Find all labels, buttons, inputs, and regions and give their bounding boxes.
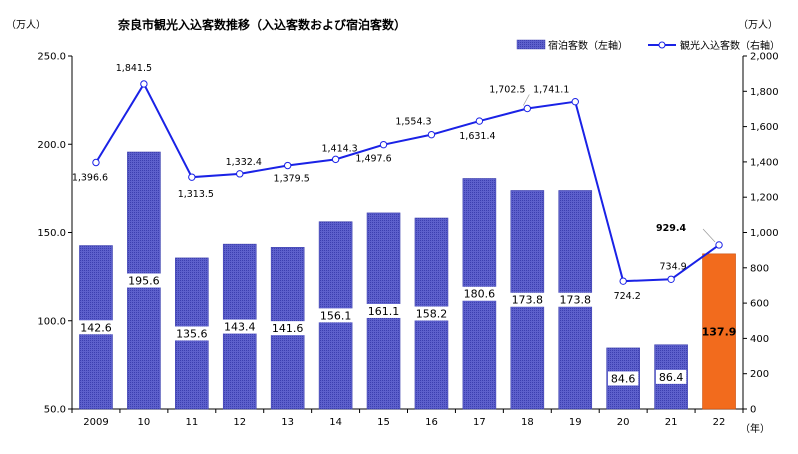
bar-value-label: 137.9	[702, 325, 737, 338]
right-tick-label: 2,000	[750, 52, 779, 63]
line-value-label: 1,396.6	[72, 173, 108, 184]
legend: 宿泊客数（左軸） 観光入込客数（右軸）	[516, 39, 780, 52]
legend-bar-label: 宿泊客数（左軸）	[548, 39, 628, 52]
bar-label-background	[221, 319, 259, 334]
left-tick-label: 50.0	[44, 405, 66, 416]
x-tick-label: 13	[281, 417, 294, 428]
bar-value-label: 143.4	[224, 321, 256, 334]
left-axis-unit: （万人）	[6, 19, 46, 31]
line-value-label: 734.9	[660, 261, 687, 272]
line-point	[283, 161, 292, 170]
bar-value-label: 142.6	[80, 321, 112, 334]
right-tick-label: 1,000	[750, 228, 779, 239]
bar	[702, 253, 736, 410]
x-tick-label: 18	[521, 417, 534, 428]
bar-label-background	[655, 369, 687, 384]
chart-title: 奈良市観光入込客数推移（入込客数および宿泊客数）	[117, 17, 406, 32]
line-point	[379, 140, 388, 149]
x-tick-label: 10	[138, 417, 151, 428]
legend-line-marker	[658, 41, 666, 49]
right-tick-label: 1,400	[750, 157, 779, 168]
right-tick-label: 1,600	[750, 122, 779, 133]
bar-value-label: 180.6	[464, 288, 496, 301]
bar-label-background	[460, 286, 498, 301]
line-value-label: 1,702.5	[489, 85, 525, 96]
bar-value-label: 173.8	[560, 294, 592, 307]
line-point	[188, 173, 196, 181]
right-tick-label: 800	[750, 263, 769, 274]
bar-label-background	[412, 306, 450, 321]
x-tick-label: 14	[329, 417, 342, 428]
legend-line-label: 観光入込客数（右軸）	[680, 39, 780, 52]
line-point	[571, 97, 579, 106]
line-point	[667, 275, 675, 283]
left-tick-label: 200.0	[37, 140, 66, 151]
line-value-label: 1,741.1	[533, 85, 569, 96]
bar-value-label: 141.6	[272, 322, 304, 335]
right-tick-label: 200	[750, 369, 769, 380]
line-point	[619, 277, 627, 285]
right-tick-label: 1,800	[750, 87, 779, 98]
bar-label-background	[365, 303, 403, 318]
x-tick-label: 19	[569, 417, 582, 428]
x-tick-label: 16	[425, 417, 438, 428]
bar-label-background	[125, 273, 163, 288]
line-value-label: 1,313.5	[178, 189, 214, 200]
x-tick-label: 12	[233, 417, 246, 428]
visitors-line	[95, 81, 720, 283]
x-tick-label: 2009	[83, 417, 108, 428]
line-point	[331, 155, 340, 164]
right-tick-label: 600	[750, 299, 769, 310]
bar-value-label: 195.6	[128, 275, 160, 288]
bar-value-label: 173.8	[512, 294, 544, 307]
x-tick-label: 15	[377, 417, 390, 428]
right-tick-label: 0	[750, 405, 756, 416]
bar-label-background	[508, 292, 546, 307]
bar-value-label: 158.2	[416, 308, 448, 321]
legend-bar-swatch	[516, 39, 546, 50]
bar-value-label: 156.1	[320, 309, 352, 322]
right-axis-unit: （万人）	[738, 19, 778, 31]
label-leader-line	[702, 228, 716, 243]
line-point	[236, 170, 244, 178]
line-value-label: 1,631.4	[459, 131, 495, 142]
line-point	[140, 80, 148, 88]
line-point	[523, 104, 532, 113]
line-point	[715, 241, 723, 249]
line-value-label: 1,414.3	[321, 143, 357, 154]
x-tick-label: 22	[713, 417, 726, 428]
bar-value-label: 86.4	[659, 371, 684, 384]
x-tick-label: 20	[617, 417, 630, 428]
left-tick-label: 100.0	[37, 316, 66, 327]
line-value-label: 1,841.5	[116, 63, 152, 74]
left-tick-label: 150.0	[37, 228, 66, 239]
bar-label-background	[607, 371, 639, 386]
line-value-label: 1,379.5	[274, 174, 310, 185]
bar-label-background	[269, 321, 307, 336]
line-value-label: 724.2	[614, 291, 641, 302]
bar-value-label: 135.6	[176, 327, 208, 340]
bar-label-background	[317, 308, 355, 323]
line-value-label: 1,497.6	[355, 154, 391, 165]
right-tick-label: 400	[750, 334, 769, 345]
x-tick-label: 11	[185, 417, 198, 428]
line-value-label: 929.4	[656, 223, 686, 234]
line-value-label: 1,332.4	[226, 157, 262, 168]
left-tick-label: 250.0	[37, 52, 66, 63]
bar-value-label: 84.6	[611, 372, 636, 385]
line-point	[92, 158, 100, 167]
x-tick-label: 17	[473, 417, 486, 428]
line-value-label: 1,554.3	[395, 117, 431, 128]
label-leader-line	[523, 94, 530, 106]
bar-value-label: 161.1	[368, 305, 400, 318]
x-tick-label: 21	[665, 417, 678, 428]
x-axis-unit: （年）	[740, 422, 770, 435]
line-point	[475, 117, 484, 125]
bar-label-background	[173, 326, 211, 341]
right-tick-label: 1,200	[750, 193, 779, 204]
bar-label-background	[77, 320, 115, 335]
bar-label-background	[556, 292, 594, 307]
line-point	[427, 130, 436, 139]
